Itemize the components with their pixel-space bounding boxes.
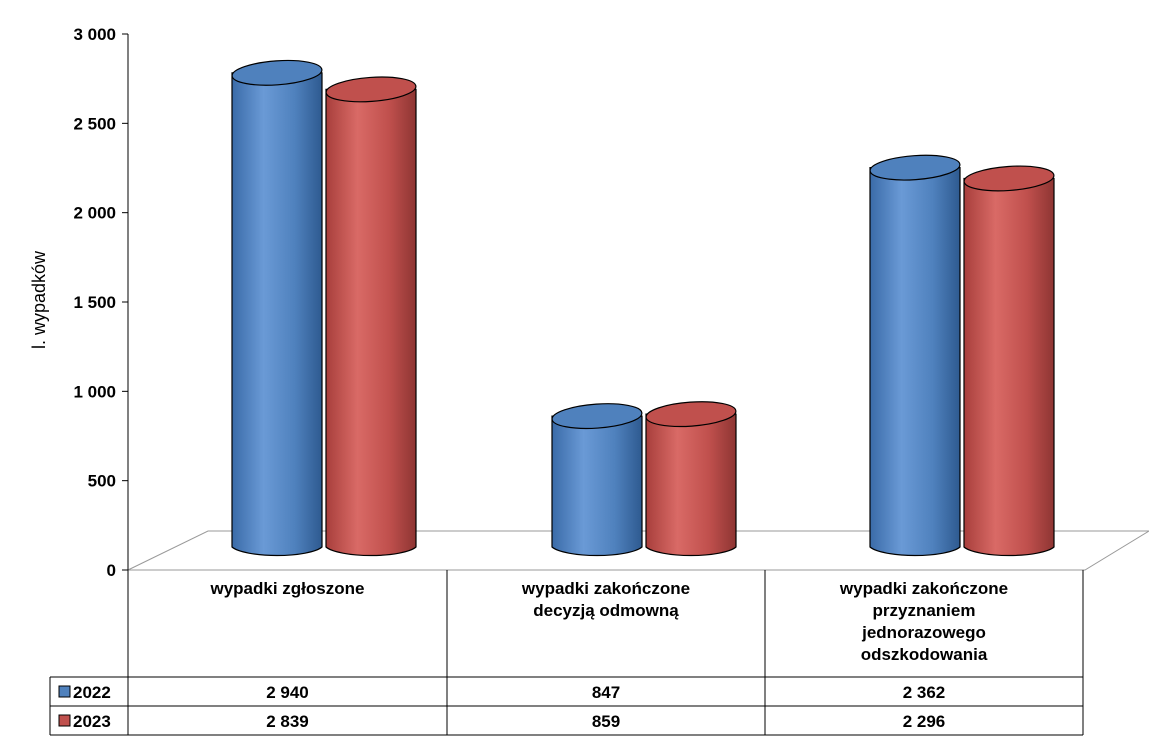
category-label: wypadki zakończone (839, 579, 1008, 598)
bar-top (963, 165, 1055, 192)
data-value: 2 296 (903, 712, 946, 731)
bar (869, 154, 961, 557)
data-table: wypadki zgłoszone wypadki zakończone decyz… (49, 570, 1084, 736)
bar-top (551, 403, 643, 430)
data-value: 859 (592, 712, 620, 731)
bar-top (231, 59, 323, 86)
legend-label: 2022 (73, 683, 111, 702)
bar-body (645, 413, 737, 557)
bar-body (231, 72, 323, 557)
bar-body (963, 177, 1055, 557)
bar-top (869, 154, 961, 181)
y-tick-label: 2 000 (73, 204, 116, 223)
y-axis: 0 500 1 000 1 500 2 000 2 500 3 000 (73, 25, 129, 580)
data-value: 2 839 (266, 712, 309, 731)
bar-top (325, 76, 417, 103)
bar (963, 165, 1055, 557)
y-tick-label: 1 000 (73, 382, 116, 401)
data-value: 2 940 (266, 683, 309, 702)
bars (231, 59, 1055, 557)
legend-key (58, 714, 71, 727)
bar-body (551, 415, 643, 557)
data-value: 847 (592, 683, 620, 702)
y-tick-label: 3 000 (73, 25, 116, 44)
y-tick-label: 0 (107, 561, 116, 580)
data-value: 2 362 (903, 683, 946, 702)
bar (551, 403, 643, 557)
bar-body (325, 88, 417, 557)
category-label: jednorazowego (861, 623, 986, 642)
legend-label: 2023 (73, 712, 111, 731)
y-tick-label: 500 (88, 472, 116, 491)
category-label: wypadki zgłoszone (210, 579, 365, 598)
bar-top (645, 401, 737, 428)
y-axis-label: l. wypadków (29, 250, 49, 349)
y-tick-label: 2 500 (73, 114, 116, 133)
category-label: decyzją odmowną (533, 601, 679, 620)
category-label: wypadki zakończone (521, 579, 690, 598)
y-tick-label: 1 500 (73, 293, 116, 312)
category-label: odszkodowania (861, 645, 988, 664)
legend-key (58, 685, 71, 698)
bar (325, 76, 417, 557)
bar (645, 401, 737, 557)
bar (231, 59, 323, 557)
category-label: przyznaniem (873, 601, 976, 620)
bar-body (869, 167, 961, 557)
